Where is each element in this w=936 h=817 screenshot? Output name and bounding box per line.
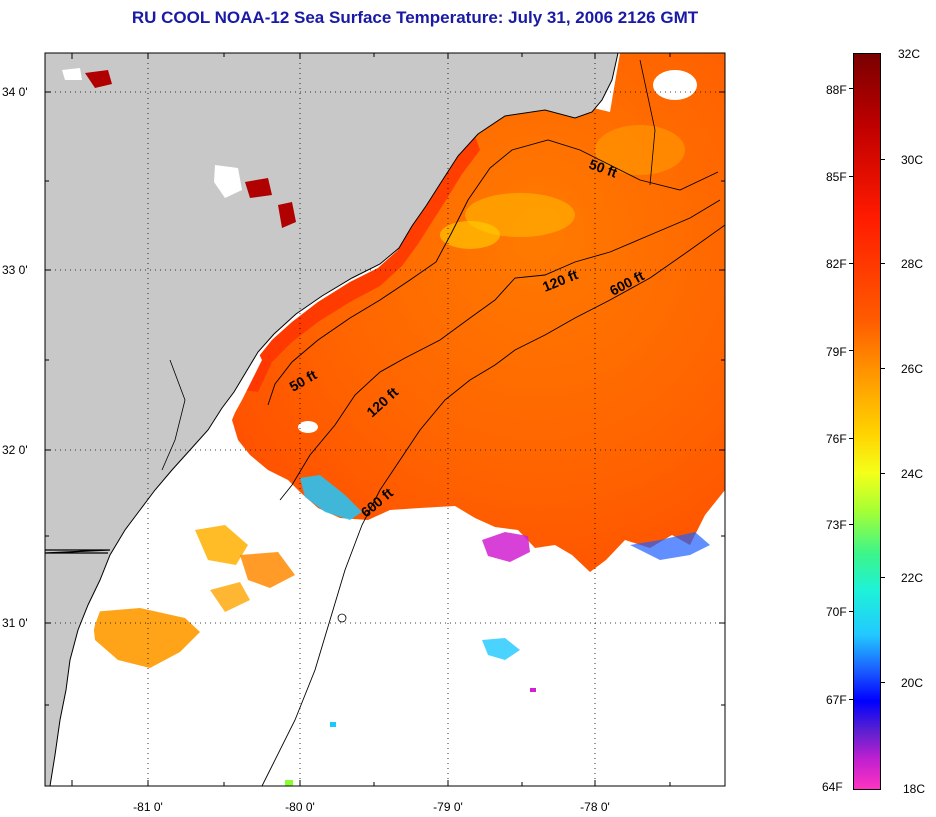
colorbar-f-85: 85F bbox=[826, 170, 847, 184]
colorbar-tick-f bbox=[849, 524, 854, 525]
contour-120ft bbox=[279, 199, 721, 501]
lat-label-34: 34 0' bbox=[2, 85, 28, 99]
cool-dot-3 bbox=[530, 688, 536, 692]
lon-label-81: -81 0' bbox=[133, 800, 163, 814]
colorbar-c-24: 24C bbox=[901, 467, 924, 481]
temperature-colorbar bbox=[853, 53, 881, 790]
colorbar-tick-c bbox=[880, 682, 885, 683]
colorbar-tick-f bbox=[849, 350, 854, 351]
lon-label-79: -79 0' bbox=[433, 800, 463, 814]
warm-patch-mid bbox=[440, 221, 500, 249]
colorbar-tick-f bbox=[849, 88, 854, 89]
lat-label-31: 31 0' bbox=[2, 616, 28, 630]
sst-patch-sw-4 bbox=[210, 582, 250, 612]
contour-600ft bbox=[261, 224, 725, 786]
warm-patch-east bbox=[595, 125, 685, 175]
coastal-hot-band bbox=[244, 136, 480, 392]
colorbar-c-32: 32C bbox=[898, 47, 921, 61]
lon-label-78: -78 0' bbox=[580, 800, 610, 814]
state-border bbox=[45, 549, 111, 554]
colorbar-tick-c bbox=[880, 159, 885, 160]
inland-hot-spot-2 bbox=[245, 178, 272, 198]
inland-cloud-1 bbox=[214, 165, 242, 198]
colorbar-c-20: 20C bbox=[901, 676, 924, 690]
inland-hot-spot-3 bbox=[278, 202, 296, 228]
colorbar-c-26: 26C bbox=[901, 362, 924, 376]
colorbar-f-76: 76F bbox=[826, 432, 847, 446]
colorbar-f-79: 79F bbox=[826, 345, 847, 359]
ocean-sst-field bbox=[232, 53, 725, 572]
cloud-gap-north bbox=[653, 70, 697, 100]
colorbar-c-30: 30C bbox=[901, 153, 924, 167]
map-title: RU COOL NOAA-12 Sea Surface Temperature:… bbox=[131, 8, 699, 27]
map-frame bbox=[44, 52, 726, 787]
cool-dot-1 bbox=[285, 780, 293, 786]
inland-hot-spot-1 bbox=[85, 70, 112, 88]
colorbar-tick-f bbox=[849, 611, 854, 612]
frame-ticks bbox=[45, 53, 725, 786]
colorbar-f-82: 82F bbox=[826, 257, 847, 271]
coastline bbox=[49, 53, 619, 786]
cool-edge-east bbox=[482, 532, 530, 562]
inland-waterway-south bbox=[161, 359, 186, 471]
colorbar-tick-f bbox=[849, 438, 854, 439]
sst-patch-sw-3 bbox=[240, 552, 295, 588]
colorbar-tick-f bbox=[849, 263, 854, 264]
cool-dot-2 bbox=[330, 722, 336, 727]
sst-patch-sw-1 bbox=[92, 608, 200, 668]
land-mainland bbox=[45, 53, 618, 786]
coastal-cloud-fringe bbox=[50, 352, 262, 786]
graticule bbox=[45, 53, 725, 786]
colorbar-tick-c bbox=[880, 263, 885, 264]
colorbar-tick-f bbox=[849, 699, 854, 700]
seamount-contour bbox=[337, 613, 347, 623]
colorbar-c-28: 28C bbox=[901, 257, 924, 271]
lat-label-33: 33 0' bbox=[2, 263, 28, 277]
colorbar-f-88: 88F bbox=[826, 83, 847, 97]
colorbar-c-18: 18C bbox=[903, 782, 926, 796]
colorbar-tick-c bbox=[880, 473, 885, 474]
lon-label-80: -80 0' bbox=[285, 800, 315, 814]
cool-edge-west bbox=[300, 475, 362, 520]
inland-waterway-north bbox=[639, 59, 656, 186]
cool-edge-far-east bbox=[630, 532, 710, 560]
colorbar-f-70: 70F bbox=[826, 605, 847, 619]
cloud-gap-coast bbox=[298, 421, 318, 433]
contour-50ft bbox=[267, 139, 719, 406]
lat-label-32: 32 0' bbox=[2, 443, 28, 457]
colorbar-c-22: 22C bbox=[901, 571, 924, 585]
colorbar-f-67: 67F bbox=[826, 693, 847, 707]
sst-patch-sw-2 bbox=[195, 525, 248, 565]
colorbar-f-64: 64F bbox=[822, 780, 843, 794]
cool-patch-south bbox=[482, 638, 520, 660]
colorbar-f-73: 73F bbox=[826, 518, 847, 532]
colorbar-tick-c bbox=[880, 577, 885, 578]
colorbar-tick-f bbox=[849, 176, 854, 177]
inland-cloud-2 bbox=[62, 68, 82, 80]
colorbar-tick-c bbox=[880, 368, 885, 369]
